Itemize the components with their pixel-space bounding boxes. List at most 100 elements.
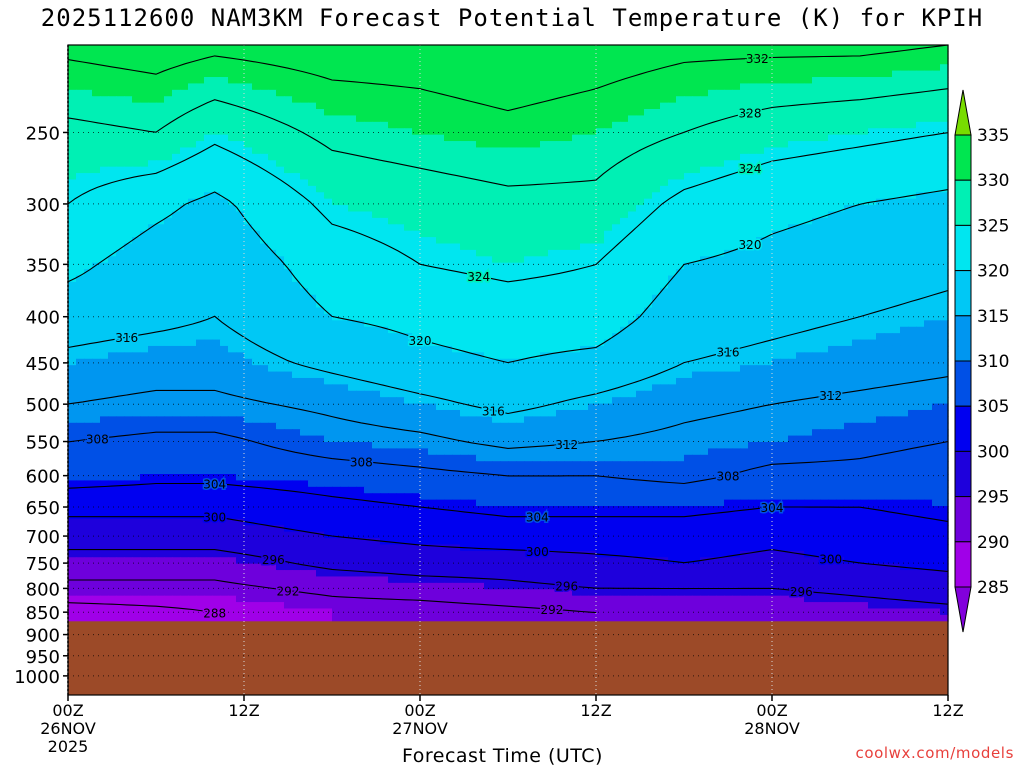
field-cell	[84, 89, 93, 97]
field-cell	[484, 147, 493, 155]
field-cell	[332, 249, 341, 257]
field-cell	[764, 128, 773, 136]
field-cell	[164, 109, 173, 117]
field-cell	[316, 185, 325, 193]
field-cell	[204, 89, 213, 97]
field-cell	[108, 224, 117, 232]
field-cell	[436, 243, 445, 251]
field-cell	[148, 326, 157, 334]
field-cell	[508, 128, 517, 136]
field-cell	[532, 275, 541, 283]
field-cell	[452, 51, 461, 59]
field-cell	[492, 179, 501, 187]
field-cell	[564, 147, 573, 155]
field-cell	[340, 57, 349, 65]
field-cell	[900, 217, 909, 225]
field-cell	[268, 134, 277, 142]
field-cell	[604, 243, 613, 251]
field-cell	[68, 96, 77, 104]
field-cell	[100, 249, 109, 257]
field-cell	[932, 307, 941, 315]
field-cell	[684, 121, 693, 129]
field-cell	[196, 326, 205, 334]
field-cell	[316, 262, 325, 270]
field-cell	[324, 230, 333, 238]
field-cell	[780, 51, 789, 59]
field-cell	[420, 275, 429, 283]
field-cell	[644, 237, 653, 245]
field-cell	[788, 109, 797, 117]
field-cell	[548, 70, 557, 78]
field-cell	[292, 211, 301, 219]
field-cell	[412, 109, 421, 117]
field-cell	[860, 77, 869, 85]
field-cell	[740, 64, 749, 72]
field-cell	[300, 134, 309, 142]
field-cell	[868, 313, 877, 321]
field-cell	[564, 281, 573, 289]
field-cell	[684, 230, 693, 238]
field-cell	[396, 275, 405, 283]
field-cell	[108, 320, 117, 328]
field-cell	[252, 70, 261, 78]
field-cell	[764, 256, 773, 264]
field-cell	[116, 294, 125, 302]
field-cell	[172, 307, 181, 315]
field-cell	[76, 121, 85, 129]
field-cell	[100, 128, 109, 136]
field-cell	[220, 89, 229, 97]
field-cell	[428, 211, 437, 219]
field-cell	[652, 134, 661, 142]
field-cell	[476, 141, 485, 149]
field-cell	[900, 109, 909, 117]
field-cell	[636, 109, 645, 117]
field-cell	[844, 173, 853, 181]
field-cell	[204, 198, 213, 206]
field-cell	[836, 217, 845, 225]
field-cell	[500, 256, 509, 264]
field-cell	[556, 243, 565, 251]
field-cell	[748, 45, 757, 52]
field-cell	[236, 269, 245, 277]
field-cell	[340, 179, 349, 187]
field-cell	[84, 192, 93, 200]
field-cell	[668, 205, 677, 213]
field-cell	[668, 211, 677, 219]
field-cell	[788, 249, 797, 257]
field-cell	[356, 77, 365, 85]
field-cell	[300, 313, 309, 321]
field-cell	[804, 192, 813, 200]
field-cell	[796, 121, 805, 129]
field-cell	[116, 121, 125, 129]
field-cell	[612, 83, 621, 91]
field-cell	[380, 70, 389, 78]
field-cell	[532, 51, 541, 59]
field-cell	[756, 320, 765, 328]
field-cell	[596, 237, 605, 245]
field-cell	[268, 224, 277, 232]
field-cell	[468, 77, 477, 85]
field-cell	[212, 301, 221, 309]
field-cell	[540, 109, 549, 117]
field-cell	[220, 281, 229, 289]
field-cell	[228, 109, 237, 117]
field-cell	[364, 121, 373, 129]
field-cell	[724, 141, 733, 149]
field-cell	[444, 320, 453, 328]
field-cell	[620, 141, 629, 149]
field-cell	[636, 237, 645, 245]
field-cell	[708, 249, 717, 257]
field-cell	[580, 313, 589, 321]
field-cell	[116, 275, 125, 283]
field-cell	[916, 275, 925, 283]
field-cell	[652, 185, 661, 193]
field-cell	[516, 179, 525, 187]
field-cell	[684, 211, 693, 219]
field-cell	[172, 89, 181, 97]
field-cell	[444, 141, 453, 149]
field-cell	[724, 217, 733, 225]
field-cell	[940, 243, 949, 251]
field-cell	[244, 192, 253, 200]
field-cell	[100, 121, 109, 129]
field-cell	[244, 102, 253, 110]
